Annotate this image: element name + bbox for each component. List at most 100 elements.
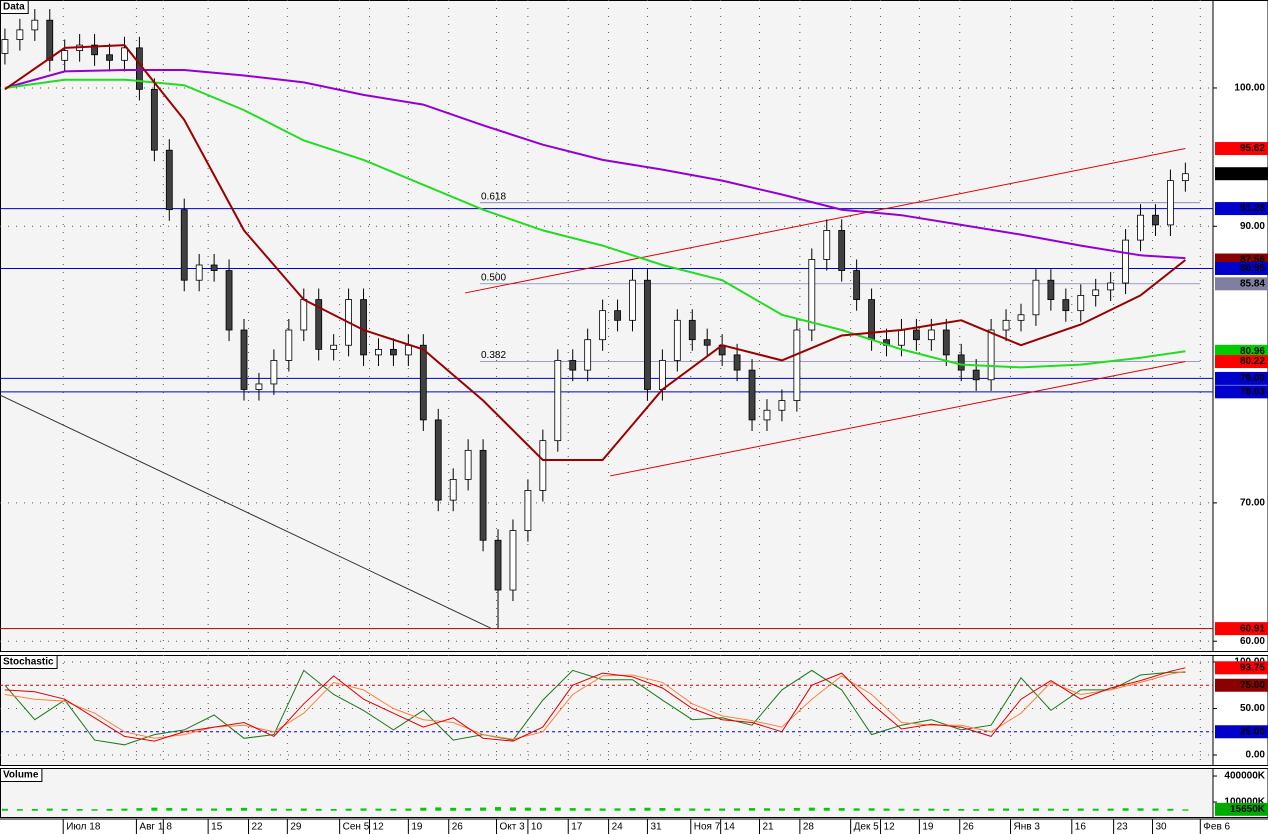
y-tick-label: 0.00 xyxy=(1246,750,1266,761)
stochastic-line xyxy=(4,667,1186,742)
x-tick-label: 10 xyxy=(531,822,543,833)
volume-bar xyxy=(1092,808,1099,811)
trend-line xyxy=(609,361,1186,477)
x-tick-label: 15 xyxy=(211,822,223,833)
volume-bar xyxy=(1017,808,1024,811)
candle-body xyxy=(793,329,801,401)
candle-body xyxy=(285,329,293,361)
volume-bar xyxy=(330,808,337,811)
candle-body xyxy=(165,149,173,211)
volume-bar xyxy=(778,808,785,811)
y-tick-label: 400000K xyxy=(1224,771,1265,782)
volume-bar xyxy=(749,808,756,811)
candle-body xyxy=(898,329,905,346)
volume-bar xyxy=(375,808,382,811)
price-marker xyxy=(1215,344,1268,358)
price-marker-label: 79.00 xyxy=(1240,373,1265,384)
candle-body xyxy=(1002,319,1010,331)
x-tick-label: 26 xyxy=(963,822,975,833)
volume-bar xyxy=(1137,808,1144,811)
candle-body xyxy=(1017,314,1025,321)
y-tick-label: 60.00 xyxy=(1240,636,1265,647)
candle-body xyxy=(315,299,323,350)
volume-bar xyxy=(614,808,621,811)
candle-body xyxy=(703,339,711,346)
candle-body xyxy=(255,383,263,390)
price-marker-label: 85.84 xyxy=(1240,278,1265,289)
volume-bar xyxy=(509,807,516,811)
candle-body xyxy=(673,319,681,361)
price-marker xyxy=(1215,622,1268,636)
price-marker xyxy=(1215,385,1268,399)
x-tick-label: 26 xyxy=(452,822,464,833)
trend-line xyxy=(465,148,1186,294)
candle-body xyxy=(240,329,248,390)
candle-body xyxy=(599,310,607,341)
candle-body xyxy=(554,360,562,442)
volume-bar xyxy=(958,808,965,811)
volume-bar xyxy=(644,807,651,811)
price-marker-label: 80.22 xyxy=(1240,356,1265,367)
volume-bar xyxy=(973,809,980,811)
candle-body xyxy=(61,50,69,61)
candle-body xyxy=(1152,214,1159,226)
candle-body xyxy=(658,360,666,390)
volume-bar xyxy=(226,808,233,811)
volume-bar xyxy=(241,807,248,811)
volume-bar xyxy=(1003,808,1010,811)
volume-bar xyxy=(704,808,711,811)
candle-body xyxy=(838,230,846,271)
candle-body xyxy=(434,419,442,501)
price-marker xyxy=(1215,678,1268,692)
price-marker xyxy=(1215,661,1268,675)
panel-title-box xyxy=(0,655,58,669)
panel-frame xyxy=(0,0,1268,652)
x-tick-label: 16 xyxy=(1075,822,1087,833)
trend-line xyxy=(0,394,491,629)
volume-bar xyxy=(450,807,457,811)
price-marker-label: 15650K xyxy=(1230,804,1266,815)
candle-body xyxy=(942,329,950,356)
x-tick-label: 29 xyxy=(290,822,302,833)
volume-bar xyxy=(166,807,173,811)
candle-body xyxy=(46,19,54,61)
volume-bar xyxy=(315,808,322,811)
price-marker-label: 93.75 xyxy=(1240,662,1265,673)
x-tick-label: 22 xyxy=(251,822,263,833)
candle-body xyxy=(16,29,24,40)
volume-bar xyxy=(196,808,203,811)
volume-bar xyxy=(16,809,23,811)
panel-title-box xyxy=(0,768,43,782)
volume-bar xyxy=(1,808,8,811)
volume-bar xyxy=(270,808,277,811)
candle-body xyxy=(1107,282,1115,291)
volume-bar xyxy=(689,808,696,811)
x-tick-label: 30 xyxy=(1155,822,1167,833)
volume-bar xyxy=(61,808,68,811)
volume-bar xyxy=(285,808,292,811)
volume-bar xyxy=(435,807,442,811)
price-marker xyxy=(1215,355,1268,369)
price-marker xyxy=(1215,277,1268,291)
candle-body xyxy=(688,319,696,341)
candle-body xyxy=(464,449,472,480)
candle-body xyxy=(1092,289,1100,296)
price-marker-label: 91.28 xyxy=(1240,203,1265,214)
price-marker xyxy=(1215,725,1268,739)
stochastic-line xyxy=(4,670,1186,740)
volume-bar xyxy=(31,808,38,811)
volume-bar xyxy=(734,808,741,811)
candle-body xyxy=(479,449,487,541)
volume-bar xyxy=(465,808,472,811)
y-tick-label: 100.00 xyxy=(1234,83,1265,94)
price-marker-label: 25.00 xyxy=(1240,726,1265,737)
volume-bar xyxy=(1122,808,1129,811)
panel-frame xyxy=(0,655,1268,766)
candle-body xyxy=(404,344,412,356)
volume-bar xyxy=(913,808,920,811)
price-marker-label: 80.96 xyxy=(1240,346,1265,357)
volume-bar xyxy=(898,808,905,811)
candle-body xyxy=(763,409,771,421)
candle-body xyxy=(180,209,188,281)
volume-bar xyxy=(629,808,636,811)
